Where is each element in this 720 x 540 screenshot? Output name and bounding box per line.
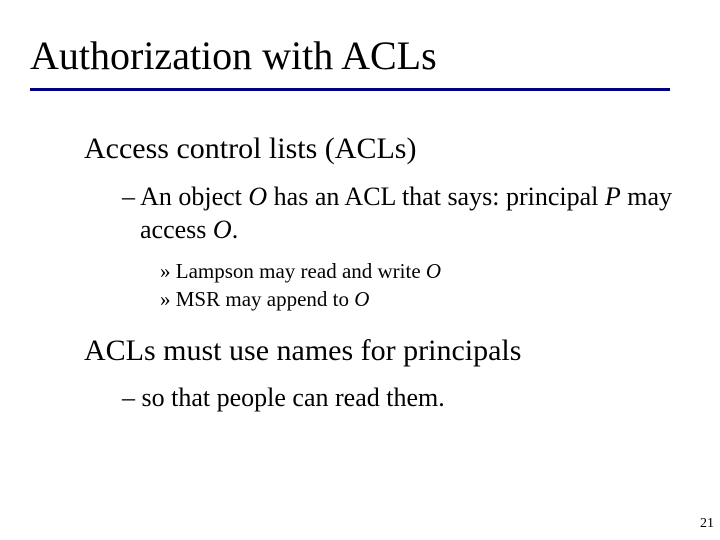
text-pre: MSR may append to [171,287,355,311]
subpoint-object-acl: – An object O has an ACL that says: prin… [122,180,684,248]
example-lampson: » Lampson may read and write O [160,257,684,285]
text: so that people can read them. [135,383,445,412]
slide: Authorization with ACLs Access control l… [0,0,720,540]
var-p: P [605,182,621,211]
slide-body: Access control lists (ACLs) – An object … [84,130,684,425]
var-o: O [354,287,369,311]
text-pre: Lampson may read and write [171,259,426,283]
text-post: . [232,215,239,244]
raquo: » [160,287,171,311]
text-mid1: has an ACL that says: principal [267,182,605,211]
dash: – [122,182,135,211]
subpoint-names-readable-text: – so that people can read them. [122,381,684,415]
var-o-2: O [213,215,232,244]
raquo: » [160,259,171,283]
var-o-1: O [248,182,267,211]
dash: – [122,383,135,412]
var-o: O [426,259,441,283]
title-underline [30,88,670,91]
bullet-names: ACLs must use names for principals [84,332,684,370]
slide-title: Authorization with ACLs [30,34,437,78]
subpoint-names-readable: – so that people can read them. [122,381,684,415]
subpoint-object-acl-text: – An object O has an ACL that says: prin… [122,180,684,248]
examples: » Lampson may read and write O » MSR may… [160,257,684,314]
example-msr: » MSR may append to O [160,285,684,313]
text-pre: An object [135,182,248,211]
page-number: 21 [700,516,714,532]
bullet-acls: Access control lists (ACLs) [84,130,684,168]
